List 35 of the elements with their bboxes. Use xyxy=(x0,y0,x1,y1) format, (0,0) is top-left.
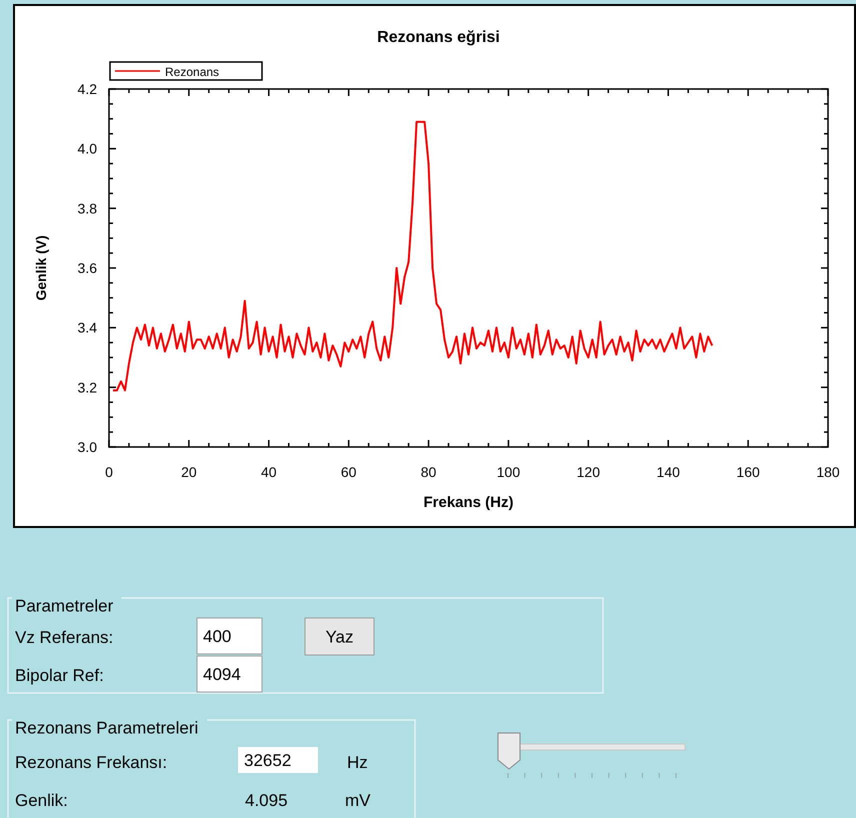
text: Hz xyxy=(347,753,368,772)
text: Rezonans Frekansı: xyxy=(15,753,168,772)
text: Bipolar Ref: xyxy=(15,666,104,685)
text: 32652 xyxy=(244,751,292,770)
x-tick-label: 40 xyxy=(260,464,277,480)
y-tick-label: 3.2 xyxy=(78,379,98,396)
x-tick-label: 0 xyxy=(105,464,114,480)
x-tick-label: 140 xyxy=(656,464,680,480)
y-tick-label: 3.6 xyxy=(78,260,98,276)
x-tick-label: 60 xyxy=(340,464,357,480)
text: Parametreler xyxy=(15,596,114,616)
x-tick-label: 160 xyxy=(736,464,760,480)
y-tick-label: 4.0 xyxy=(78,140,98,157)
y-tick-label: 3.0 xyxy=(78,439,98,455)
y-tick-label: 4.2 xyxy=(78,81,98,97)
text: 4.095 xyxy=(245,791,288,810)
text: mV xyxy=(345,791,372,810)
x-tick-label: 120 xyxy=(576,464,600,480)
text: 400 xyxy=(203,627,232,646)
text: Yaz xyxy=(325,628,354,646)
text: 4094 xyxy=(203,665,241,684)
y-tick-label: 3.8 xyxy=(78,200,98,216)
y-axis-title: Genlik (V) xyxy=(33,235,49,301)
x-tick-label: 80 xyxy=(420,464,437,480)
chart-title: Rezonans eğrisi xyxy=(377,29,500,46)
y-tick-label: 3.4 xyxy=(78,320,98,336)
text: Vz Referans: xyxy=(15,628,114,647)
line-series xyxy=(112,120,714,392)
x-tick-label: 100 xyxy=(496,464,520,480)
x-axis-title: Frekans (Hz) xyxy=(423,494,514,511)
legend-label: Rezonans xyxy=(165,65,220,79)
text: Rezonans Parametreleri xyxy=(15,718,198,738)
x-tick-label: 180 xyxy=(816,464,840,480)
x-tick-label: 20 xyxy=(181,464,197,480)
text: Genlik: xyxy=(15,791,68,810)
